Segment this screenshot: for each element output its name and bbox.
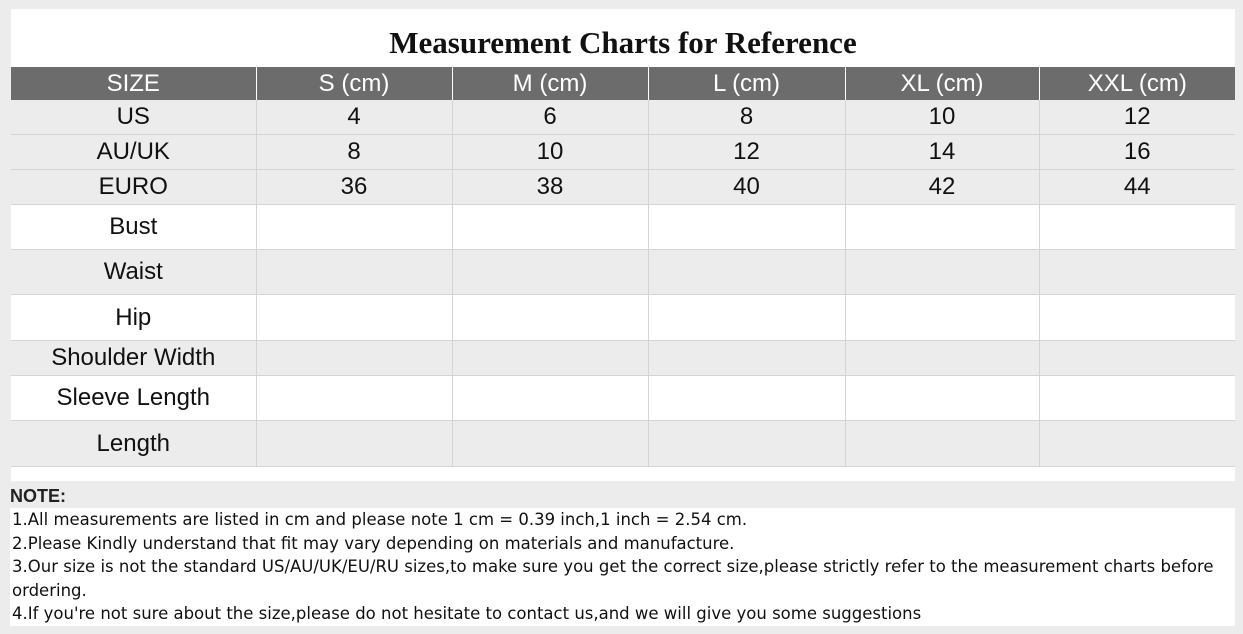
notes-list: 1.All measurements are listed in cm and … <box>10 508 1235 626</box>
table-cell <box>1039 249 1235 295</box>
row-label: Waist <box>11 249 257 295</box>
table-row-shoulder-width: Shoulder Width <box>11 340 1235 376</box>
table-cell <box>452 294 649 341</box>
table-cell: 36 <box>256 169 453 205</box>
column-header-m: M (cm) <box>452 67 649 100</box>
chart-title: Measurement Charts for Reference <box>389 25 857 60</box>
table-cell <box>256 375 453 421</box>
table-cell: 38 <box>452 169 649 205</box>
table-cell <box>1039 294 1235 341</box>
table-cell: 6 <box>452 100 649 135</box>
size-table: SIZE S (cm) M (cm) L (cm) XL (cm) XXL (c… <box>11 67 1235 467</box>
measurement-chart-card: Measurement Charts for Reference SIZE S … <box>11 9 1235 481</box>
table-cell: 42 <box>845 169 1040 205</box>
table-row-sleeve-length: Sleeve Length <box>11 375 1235 421</box>
table-row-us: US 4 6 8 10 12 <box>11 100 1235 135</box>
row-label: Bust <box>11 204 257 250</box>
notes-title: NOTE: <box>10 486 66 506</box>
note-item: 3.Our size is not the standard US/AU/UK/… <box>12 557 1214 600</box>
table-cell <box>845 340 1040 376</box>
table-cell: 44 <box>1039 169 1235 205</box>
table-cell <box>256 294 453 341</box>
column-header-xxl: XXL (cm) <box>1039 67 1235 100</box>
table-cell <box>256 204 453 250</box>
table-cell <box>1039 340 1235 376</box>
table-cell: 10 <box>452 134 649 170</box>
table-cell <box>452 204 649 250</box>
table-cell <box>452 375 649 421</box>
table-cell <box>648 249 846 295</box>
row-label: AU/UK <box>11 134 257 170</box>
column-header-size: SIZE <box>11 67 257 100</box>
table-cell <box>452 340 649 376</box>
row-label: Hip <box>11 294 257 341</box>
table-cell <box>648 204 846 250</box>
table-cell <box>845 249 1040 295</box>
column-header-s: S (cm) <box>256 67 453 100</box>
note-item: 2.Please Kindly understand that fit may … <box>12 533 735 553</box>
table-cell: 8 <box>648 100 846 135</box>
row-label: EURO <box>11 169 257 205</box>
table-cell <box>1039 375 1235 421</box>
table-row-length: Length <box>11 420 1235 467</box>
table-header-row: SIZE S (cm) M (cm) L (cm) XL (cm) XXL (c… <box>11 67 1235 100</box>
table-row-hip: Hip <box>11 294 1235 341</box>
table-cell: 4 <box>256 100 453 135</box>
row-label: Shoulder Width <box>11 340 257 376</box>
table-cell: 12 <box>648 134 846 170</box>
table-cell <box>452 249 649 295</box>
table-cell: 14 <box>845 134 1040 170</box>
row-label: Sleeve Length <box>11 375 257 421</box>
table-cell <box>845 204 1040 250</box>
table-row-euro: EURO 36 38 40 42 44 <box>11 169 1235 205</box>
table-cell <box>1039 420 1235 467</box>
table-row-bust: Bust <box>11 204 1235 250</box>
table-cell: 12 <box>1039 100 1235 135</box>
table-cell: 16 <box>1039 134 1235 170</box>
column-header-l: L (cm) <box>648 67 846 100</box>
row-label: Length <box>11 420 257 467</box>
notes-section: NOTE: 1.All measurements are listed in c… <box>10 485 1235 626</box>
table-row-waist: Waist <box>11 249 1235 295</box>
table-cell <box>648 420 846 467</box>
table-cell: 8 <box>256 134 453 170</box>
table-cell <box>648 340 846 376</box>
table-cell <box>1039 204 1235 250</box>
table-cell: 40 <box>648 169 846 205</box>
table-cell <box>845 375 1040 421</box>
note-item: 4.If you're not sure about the size,plea… <box>12 604 922 623</box>
table-cell <box>256 420 453 467</box>
table-cell <box>845 420 1040 467</box>
table-row-au-uk: AU/UK 8 10 12 14 16 <box>11 134 1235 170</box>
table-cell <box>256 249 453 295</box>
table-cell: 10 <box>845 100 1040 135</box>
table-cell <box>648 375 846 421</box>
table-cell <box>452 420 649 467</box>
note-item: 1.All measurements are listed in cm and … <box>12 510 748 529</box>
row-label: US <box>11 100 257 135</box>
table-cell <box>845 294 1040 341</box>
column-header-xl: XL (cm) <box>845 67 1040 100</box>
table-cell <box>648 294 846 341</box>
table-cell <box>256 340 453 376</box>
